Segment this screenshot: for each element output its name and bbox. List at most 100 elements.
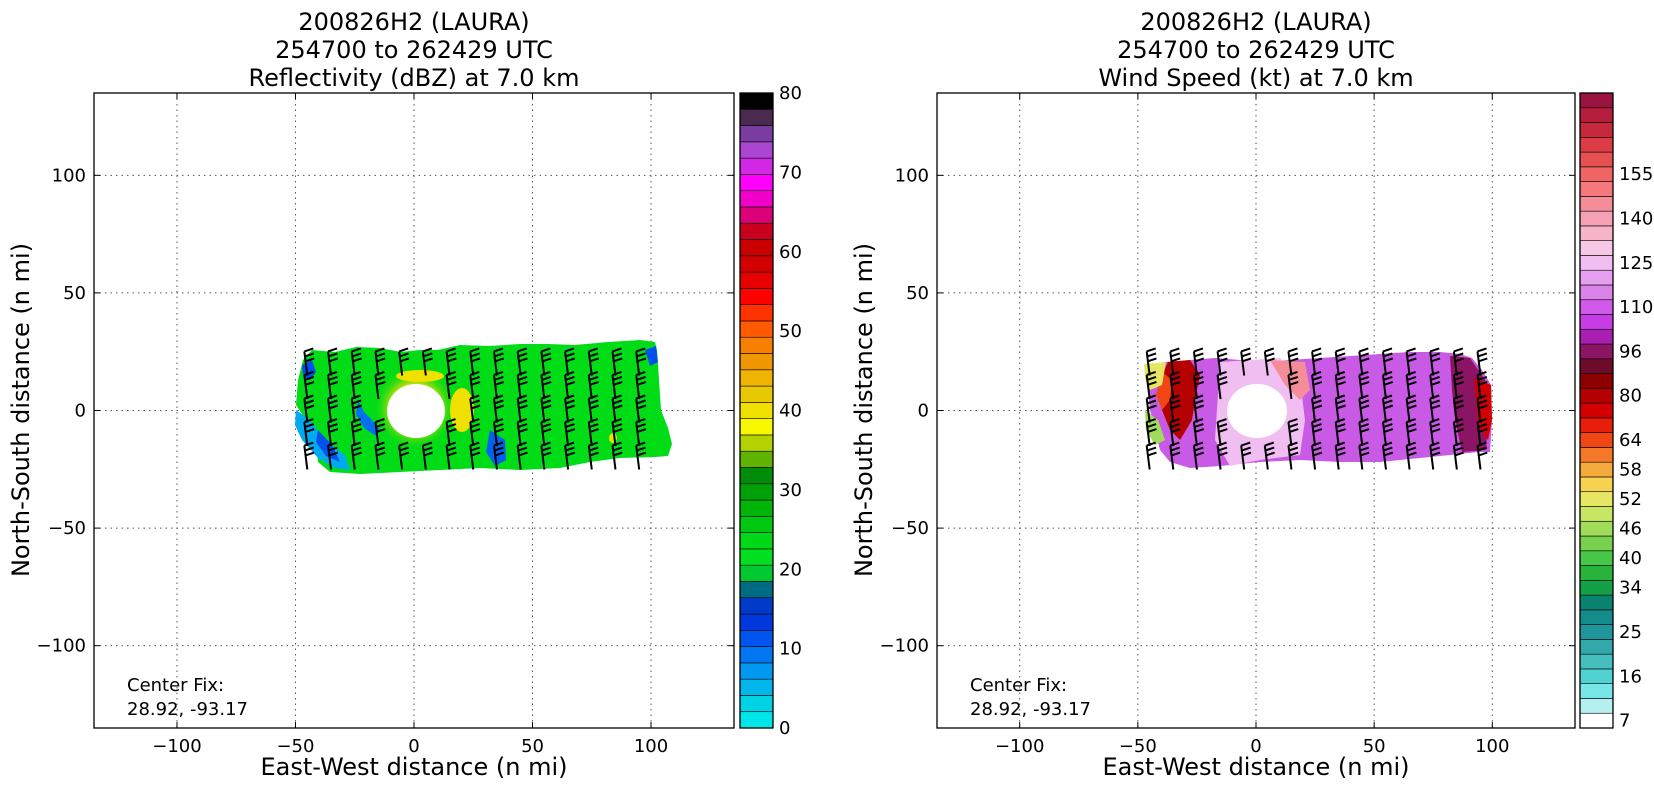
colorbar-cell bbox=[1579, 255, 1614, 271]
colorbar-cell bbox=[1579, 343, 1614, 360]
wind-barb-flag bbox=[541, 423, 552, 428]
wind-barb-flag bbox=[1359, 371, 1369, 376]
wind-barb-flag bbox=[517, 376, 528, 381]
colorbar-tick-label: 80 bbox=[1619, 386, 1642, 407]
wind-barb-flag bbox=[375, 357, 386, 363]
wind-barb bbox=[492, 347, 505, 376]
colorbar-tick-label: 125 bbox=[1619, 253, 1653, 274]
wind-barb bbox=[1334, 418, 1346, 447]
wind-barb-flag bbox=[541, 399, 552, 405]
wind-barb bbox=[327, 347, 339, 376]
wind-barb-flag bbox=[1335, 347, 1346, 353]
wind-barb-flag bbox=[588, 399, 599, 405]
wind-barb-flag bbox=[447, 451, 457, 457]
wind-barb bbox=[1429, 371, 1441, 400]
wind-barb-flag bbox=[1335, 418, 1346, 423]
wind-barb-flag bbox=[612, 371, 622, 376]
wind-barb-flag bbox=[1194, 446, 1204, 452]
wind-barb-flag bbox=[1311, 371, 1322, 376]
panel2-field bbox=[1144, 352, 1492, 468]
wind-barb-flag bbox=[351, 399, 362, 405]
wind-barb-flag bbox=[304, 404, 315, 410]
colorbar-cell bbox=[739, 630, 774, 647]
colorbar-cell bbox=[1579, 535, 1614, 552]
colorbar-cell bbox=[1579, 712, 1614, 729]
wind-barb-flag bbox=[1429, 441, 1440, 447]
wind-barb-flag bbox=[328, 428, 339, 433]
wind-barb-flag bbox=[328, 451, 339, 457]
wind-barb-flag bbox=[612, 418, 622, 423]
wind-barb bbox=[445, 347, 457, 376]
wind-barb-flag bbox=[1477, 423, 1488, 428]
wind-barb bbox=[1311, 394, 1323, 423]
panel2-center-fix-label: Center Fix: bbox=[970, 675, 1067, 696]
colorbar-cell bbox=[1579, 653, 1614, 670]
wind-barb-flag bbox=[541, 446, 552, 452]
wind-barb-flag bbox=[469, 394, 480, 400]
colorbar-cell bbox=[739, 695, 774, 713]
wind-barb-flag bbox=[1383, 357, 1394, 363]
wind-barb-flag bbox=[399, 446, 409, 452]
wind-barb bbox=[445, 441, 457, 470]
wind-barb-flag bbox=[304, 376, 315, 381]
wind-barb-flag bbox=[518, 381, 528, 386]
wind-barb-flag bbox=[375, 423, 386, 428]
wind-barb-flag bbox=[1406, 441, 1416, 447]
wind-barb-flag bbox=[470, 376, 480, 381]
wind-barb bbox=[1263, 441, 1275, 470]
colorbar-cell bbox=[739, 597, 774, 615]
wind-barb-flag bbox=[447, 381, 457, 386]
wind-barb bbox=[445, 371, 457, 400]
colorbar-cell bbox=[739, 369, 774, 387]
wind-barb-flag bbox=[1147, 404, 1157, 410]
wind-barb-flag bbox=[327, 441, 338, 447]
wind-barb-flag bbox=[304, 381, 315, 386]
wind-barb-flag bbox=[1383, 451, 1394, 457]
colorbar-cell bbox=[739, 434, 774, 452]
wind-barb-flag bbox=[375, 451, 386, 457]
colorbar-tick-label: 40 bbox=[779, 401, 802, 422]
wind-barb-flag bbox=[327, 394, 338, 400]
colorbar-cell bbox=[1579, 166, 1614, 182]
wind-barb-flag bbox=[588, 418, 599, 423]
wind-barb-flag bbox=[351, 418, 362, 423]
wind-barb-flag bbox=[1288, 418, 1298, 423]
wind-barb bbox=[1311, 441, 1323, 470]
wind-barb-flag bbox=[1430, 451, 1441, 457]
colorbar-frame bbox=[739, 92, 774, 729]
colorbar-frame bbox=[1579, 92, 1614, 729]
wind-barb-flag bbox=[1147, 381, 1157, 386]
wind-barb bbox=[1334, 394, 1346, 423]
wind-barb-flag bbox=[1454, 451, 1464, 457]
wind-barb-flag bbox=[1383, 428, 1394, 433]
reflectivity-colorbar: 0 10 20 30 40 50 60 70 80 bbox=[739, 83, 802, 739]
wind-barb-flag bbox=[399, 451, 410, 457]
colorbar-cell bbox=[1579, 609, 1614, 625]
wind-barb-flag bbox=[328, 381, 339, 386]
wind-barb-flag bbox=[1217, 347, 1227, 353]
colorbar-cell bbox=[739, 206, 774, 224]
wind-barb-flag bbox=[1407, 451, 1417, 457]
colorbar-cell bbox=[1579, 491, 1614, 507]
wind-barb-flag bbox=[1359, 352, 1370, 358]
colorbar-cell bbox=[739, 320, 774, 338]
wind-barb bbox=[1381, 394, 1394, 423]
colorbar-cell bbox=[1579, 269, 1614, 286]
wind-barb bbox=[1334, 441, 1346, 470]
wind-barb-flag bbox=[1170, 357, 1181, 363]
wind-barb-flag bbox=[304, 357, 315, 363]
wind-barb-flag bbox=[565, 357, 576, 363]
wind-barb-flag bbox=[1477, 446, 1488, 452]
wind-barb-flag bbox=[351, 352, 362, 358]
y-tick-label: −100 bbox=[880, 636, 929, 657]
wind-barb-flag bbox=[375, 347, 385, 353]
wind-barb bbox=[611, 394, 623, 423]
wind-barb-flag bbox=[1194, 352, 1204, 358]
colorbar-tick-label: 140 bbox=[1619, 209, 1653, 230]
wind-barb-flag bbox=[636, 428, 647, 433]
wind-barb-flag bbox=[1217, 423, 1228, 428]
wind-barb bbox=[1429, 394, 1441, 423]
wind-barb bbox=[350, 371, 362, 400]
colorbar-cell bbox=[1579, 447, 1614, 463]
wind-barb-flag bbox=[1217, 441, 1227, 447]
